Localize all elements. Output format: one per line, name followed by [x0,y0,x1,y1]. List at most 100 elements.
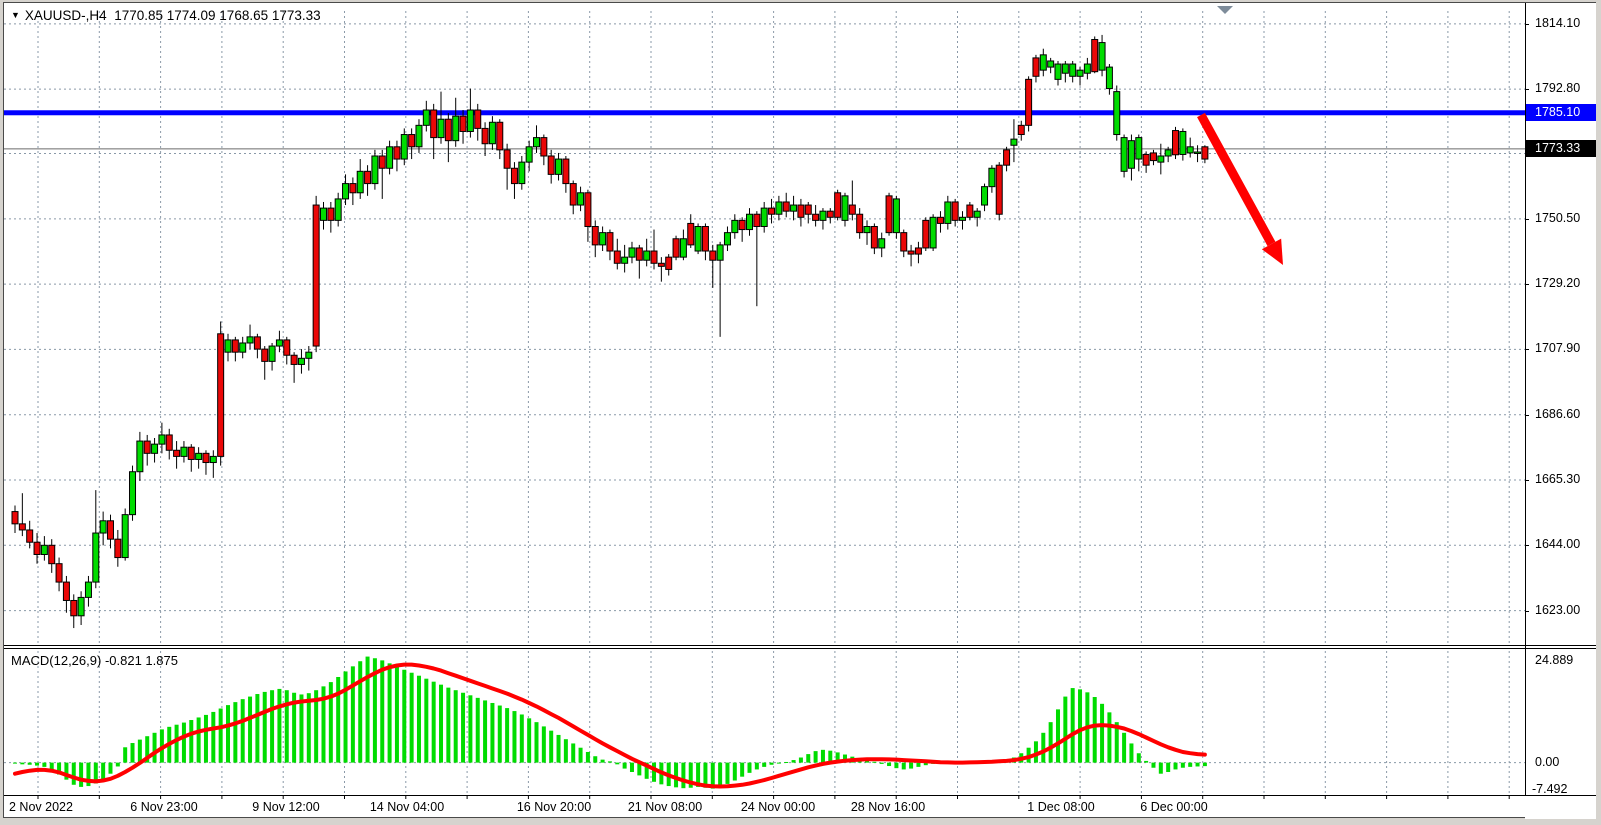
candle-body [1135,137,1143,160]
macd-histogram-bar [321,686,326,763]
macd-histogram-bar [1041,732,1046,763]
macd-histogram-bar [732,762,737,781]
candle-body [768,207,776,215]
macd-histogram-bar [196,717,201,763]
macd-histogram-bar [336,676,341,763]
candle-body [914,247,922,255]
macd-histogram-bar [754,762,759,770]
chart-window[interactable]: ▼ XAUUSD-,H4 1770.85 1774.09 1768.65 1773… [3,2,1596,819]
candle-body [746,213,753,231]
macd-histogram-bar [358,661,363,763]
macd-histogram-bar [394,666,399,763]
macd-histogram-bar [894,762,899,769]
panel-separator-bottom[interactable] [4,648,1596,649]
macd-histogram-bar [769,762,774,765]
candle-body [452,115,460,142]
candle-body [782,201,790,212]
macd-histogram-bar [365,656,370,763]
candle-body [643,250,651,261]
macd-histogram-bar [483,700,488,763]
macd-histogram-bar [512,711,517,763]
candle-body [1142,153,1150,166]
candle-body [261,348,269,362]
candle-body [40,544,48,555]
candle-body [33,541,41,555]
candle-body [1157,155,1165,163]
time-axis-label: 24 Nov 00:00 [740,800,816,814]
time-axis-label: 16 Nov 20:00 [516,800,592,814]
macd-histogram-bar [879,762,884,764]
candle-body [569,183,577,206]
macd-histogram-bar [314,690,319,763]
candle-body [297,357,305,365]
macd-histogram-bar [740,762,745,777]
macd-histogram-bar [1114,722,1119,763]
candle-body [753,213,761,227]
macd-histogram-bar [248,696,253,763]
macd-histogram-bar [211,711,216,763]
candle-body [474,109,482,129]
candle-body [518,161,526,185]
panel-separator-top[interactable] [4,645,1596,646]
candle-body [165,434,173,451]
price-axis-tick [1525,480,1529,481]
ohlc-values: 1770.85 1774.09 1768.65 1773.33 [114,8,321,23]
candle-body [327,207,335,221]
price-axis-tick [1525,23,1529,25]
macd-histogram-bar [1202,762,1207,767]
macd-histogram-bar [835,752,840,763]
candle-body [988,167,996,188]
candle-body [584,192,592,227]
candle-body [393,146,401,160]
macd-histogram-bar [541,726,546,763]
macd-histogram-bar [218,708,223,763]
candle-body [1017,124,1025,136]
candle-body [356,170,364,194]
candle-body [944,201,952,224]
candle-body [826,210,834,218]
candle-body [1047,60,1055,68]
macd-histogram-bar [637,762,642,776]
macd-histogram-bar [372,658,377,763]
candle-body [217,333,225,457]
macd-histogram-bar [593,756,598,763]
symbol-dropdown-icon: ▼ [11,10,20,20]
candle-body [1194,151,1202,155]
candle-body [790,204,798,212]
macd-signal-line [13,662,1207,789]
macd-histogram-bar [865,760,870,763]
macd-histogram-bar [240,699,245,763]
candle-body [775,201,783,215]
candle-body [408,134,416,148]
macd-histogram-bar [468,695,473,763]
candle-body [959,216,967,221]
candle-body [606,232,614,252]
macd-histogram-bar [350,666,355,763]
candle-body [966,204,974,218]
candle-body [532,137,540,148]
macd-histogram-bar [1107,712,1112,763]
macd-histogram-bar [622,762,627,769]
macd-histogram-bar [806,754,811,763]
candle-body [283,339,291,356]
candle-body [1098,42,1106,71]
macd-histogram-bar [644,762,649,779]
macd-histogram-bar [13,762,17,764]
chart-canvas[interactable] [4,3,1596,817]
macd-histogram-bar [189,720,194,763]
candle-body [143,440,151,454]
candle-body [812,213,820,221]
candle-body [731,219,739,234]
candle-body [342,183,350,200]
macd-histogram-bar [747,762,752,773]
symbol-timeframe-label: XAUUSD-,H4 [24,8,107,23]
candle-body [459,115,467,132]
candle-body [555,158,563,175]
candle-body [885,195,893,234]
candle-body [84,581,92,598]
macd-histogram-bar [446,687,451,763]
candle-body [1039,54,1047,71]
candle-body [26,529,34,543]
candle-body [1003,149,1011,166]
macd-histogram-bar [137,739,142,763]
